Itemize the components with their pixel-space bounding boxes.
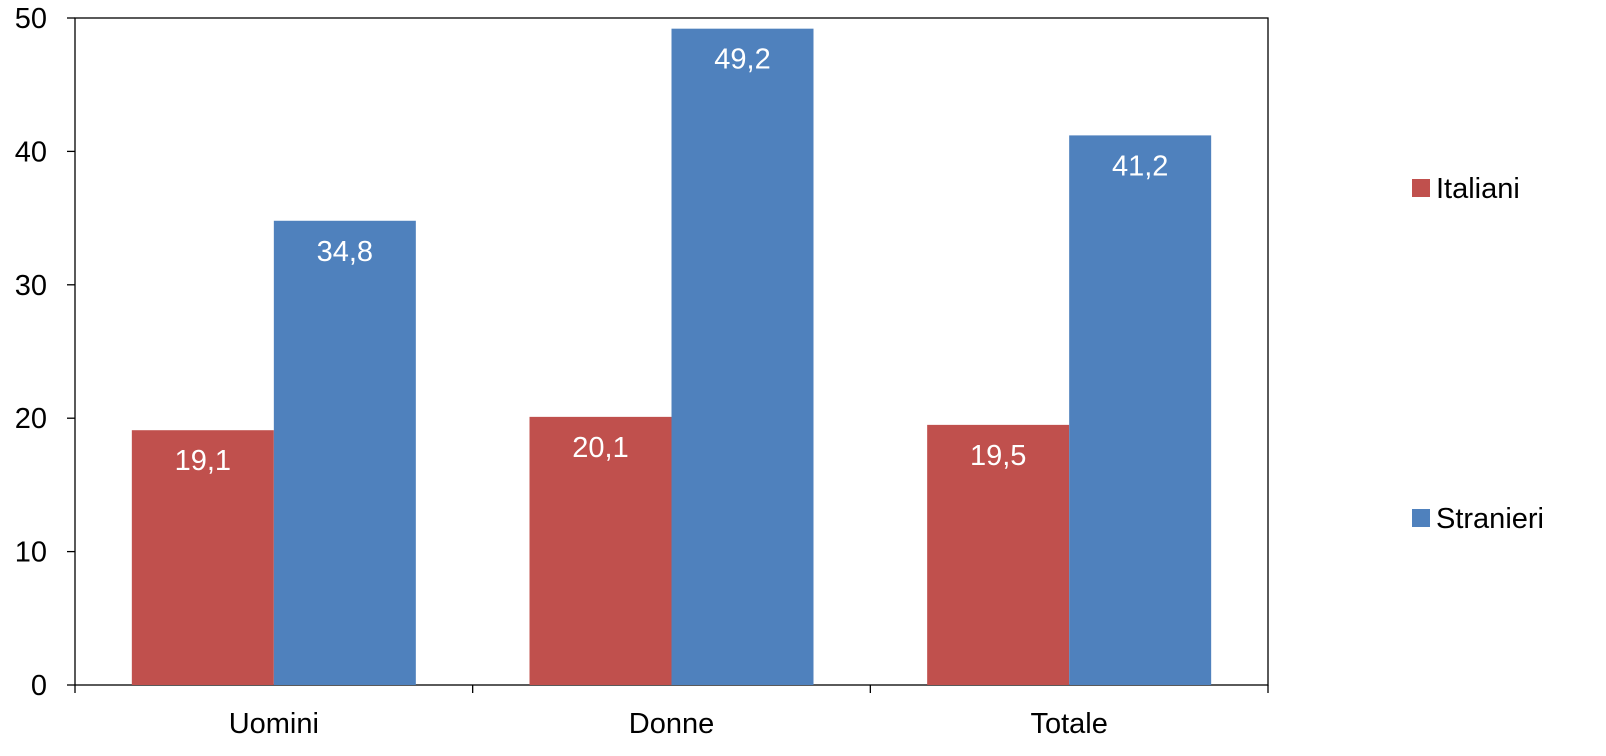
y-tick-label: 40 xyxy=(15,136,47,168)
data-label: 20,1 xyxy=(572,432,628,464)
data-label: 34,8 xyxy=(317,236,373,268)
bar-stranieri-totale xyxy=(1069,135,1212,686)
data-label: 19,1 xyxy=(175,445,231,477)
y-tick-label: 20 xyxy=(15,403,47,435)
category-label: Donne xyxy=(629,708,714,740)
category-label: Uomini xyxy=(229,708,319,740)
legend-swatch-italiani xyxy=(1412,179,1430,197)
bars-layer xyxy=(131,28,1212,686)
bar-italiani-donne xyxy=(529,416,672,685)
axes-layer: 0 10 20 30 40 50 Uomini Donne Totale xyxy=(15,3,1269,740)
y-tick-label: 30 xyxy=(15,270,47,302)
bar-italiani-totale xyxy=(927,424,1070,685)
category-label: Totale xyxy=(1030,708,1107,740)
y-tick-label: 0 xyxy=(31,670,47,702)
bar-italiani-uomini xyxy=(131,430,274,685)
legend-label-stranieri: Stranieri xyxy=(1436,503,1544,535)
bar-stranieri-donne xyxy=(671,28,814,686)
data-labels-layer: 19,1 34,8 20,1 49,2 19,5 41,2 xyxy=(175,44,1169,478)
bar-stranieri-uomini xyxy=(273,220,416,685)
data-label: 49,2 xyxy=(714,44,770,76)
legend-label-italiani: Italiani xyxy=(1436,173,1520,205)
y-tick-label: 10 xyxy=(15,537,47,569)
legend-swatch-stranieri xyxy=(1412,509,1430,527)
y-tick-label: 50 xyxy=(15,3,47,35)
data-label: 19,5 xyxy=(970,440,1026,472)
legend: Italiani Stranieri xyxy=(1412,173,1544,535)
data-label: 41,2 xyxy=(1112,150,1168,182)
